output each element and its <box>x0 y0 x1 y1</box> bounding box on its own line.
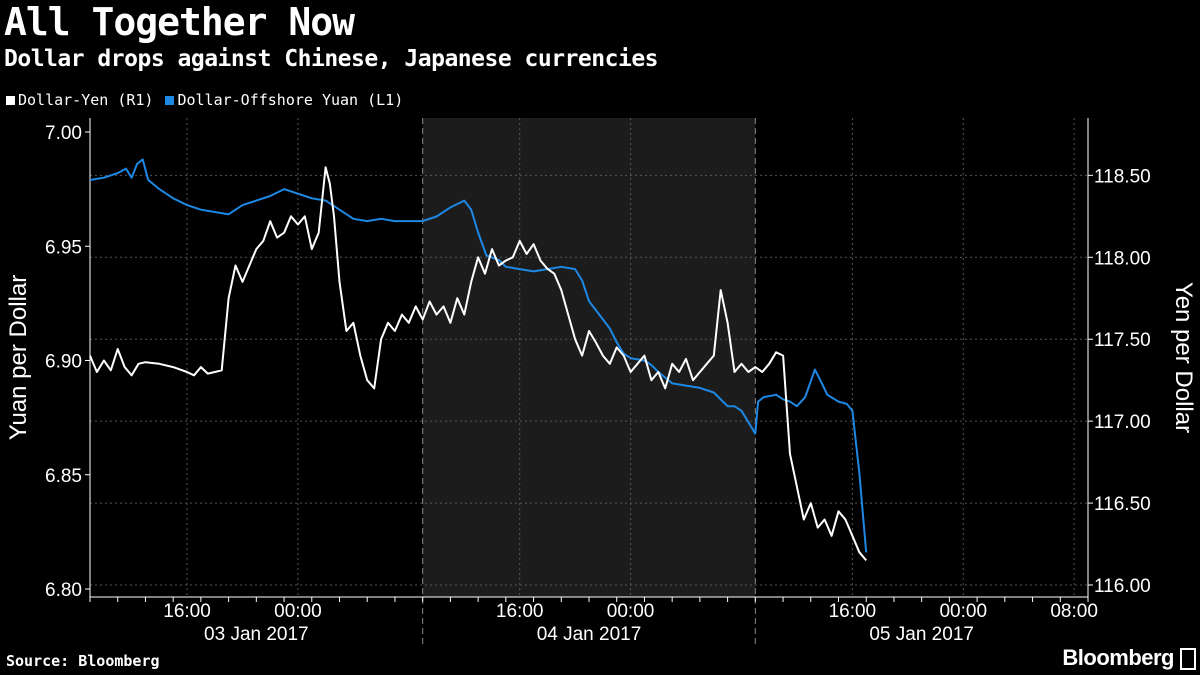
legend: Dollar-Yen (R1) Dollar-Offshore Yuan (L1… <box>6 91 403 109</box>
right-tick-label: 118.00 <box>1094 248 1151 269</box>
x-date-label: 03 Jan 2017 <box>204 624 309 645</box>
shaded-day-region <box>422 118 756 597</box>
bloomberg-mark-icon <box>1180 648 1196 670</box>
left-tick-label: 6.85 <box>45 466 82 487</box>
right-tick-label: 117.50 <box>1094 330 1151 351</box>
brand-logo: Bloomberg <box>1062 645 1174 670</box>
series-line-yuan <box>89 158 868 553</box>
x-date-label: 04 Jan 2017 <box>537 624 642 645</box>
legend-item-yen: Dollar-Yen (R1) <box>6 91 153 109</box>
x-tick-label: 00:00 <box>274 601 322 622</box>
right-tick-label: 117.00 <box>1094 412 1151 433</box>
x-tick-label: 00:00 <box>939 601 987 622</box>
legend-item-yuan: Dollar-Offshore Yuan (L1) <box>165 91 403 109</box>
legend-swatch-yen <box>6 95 15 105</box>
x-tick-label: 16:00 <box>163 601 211 622</box>
left-tick-label: 7.00 <box>45 123 82 144</box>
x-tick-label: 16:00 <box>496 601 544 622</box>
x-tick-label: 00:00 <box>607 601 655 622</box>
series-line-yen <box>89 166 867 562</box>
legend-label-yuan: Dollar-Offshore Yuan (L1) <box>177 91 404 109</box>
y-axis-label-left: Yuan per Dollar <box>5 275 32 440</box>
legend-label-yen: Dollar-Yen (R1) <box>18 91 154 109</box>
right-tick-label: 116.00 <box>1094 576 1151 597</box>
legend-swatch-yuan <box>165 95 175 105</box>
right-tick-label: 118.50 <box>1094 166 1151 187</box>
left-tick-label: 6.95 <box>45 237 82 258</box>
left-tick-label: 6.90 <box>45 352 82 373</box>
y-axis-label-right: Yen per Dollar <box>1170 282 1197 433</box>
right-tick-label: 116.50 <box>1094 494 1151 515</box>
x-tick-label: 16:00 <box>829 601 877 622</box>
source-note: Source: Bloomberg <box>6 652 160 670</box>
left-tick-label: 6.80 <box>45 580 82 601</box>
chart-subtitle: Dollar drops against Chinese, Japanese c… <box>4 46 659 72</box>
x-tick-label: 08:00 <box>1050 601 1098 622</box>
x-date-label: 05 Jan 2017 <box>869 624 974 645</box>
chart-title: All Together Now <box>4 0 355 44</box>
